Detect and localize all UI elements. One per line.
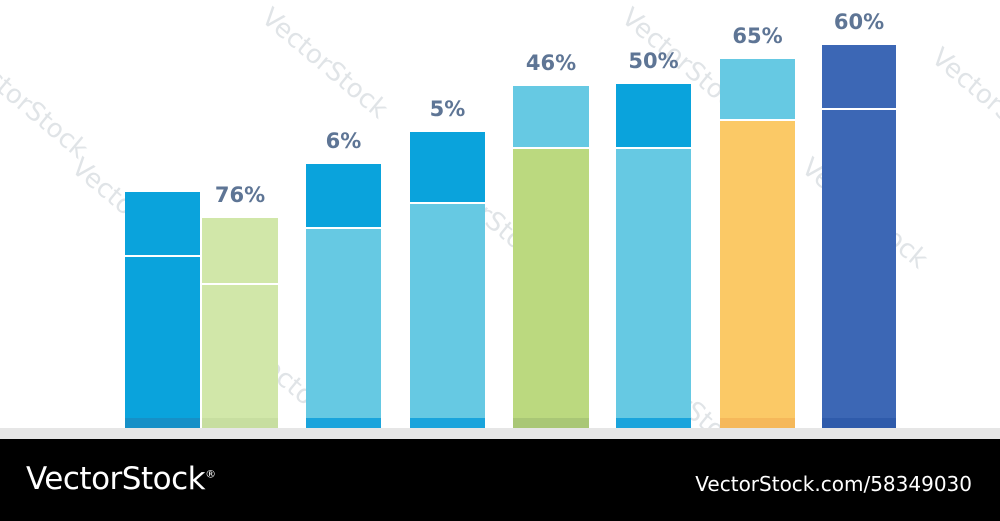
- bar-8: [822, 45, 896, 428]
- bar-7-top-segment: [720, 59, 795, 120]
- data-label-8: 60%: [834, 10, 884, 34]
- bar-5-top-segment: [513, 86, 589, 148]
- bar-8-base: [822, 418, 896, 428]
- bar-5: [513, 86, 589, 428]
- bar-2-bottom-segment: [202, 284, 278, 428]
- bar-3-bottom-segment: [306, 228, 381, 428]
- data-label-5: 46%: [526, 51, 576, 75]
- bar-6: [616, 84, 691, 428]
- bar-1-top-segment: [125, 192, 200, 256]
- data-label-2: 76%: [215, 183, 265, 207]
- data-label-3: 6%: [326, 129, 362, 153]
- watermark-text: VectorStock: [926, 42, 1000, 164]
- bar-2-base: [202, 418, 278, 428]
- bar-7-bottom-segment: [720, 120, 795, 428]
- bar-4-base: [410, 418, 485, 428]
- baseline-shadow: [0, 428, 1000, 439]
- bars-group: [125, 45, 896, 428]
- brand-logo: VectorStock®: [26, 461, 216, 497]
- labels-group: 76% 6% 5% 46% 50% 65% 60%: [215, 10, 884, 207]
- bar-2: [202, 218, 278, 428]
- bar-7: [720, 59, 795, 428]
- data-label-7: 65%: [732, 24, 782, 48]
- bar-5-bottom-segment: [513, 148, 589, 428]
- bar-3-top-segment: [306, 164, 381, 228]
- bar-4-top-segment: [410, 132, 485, 203]
- bar-3-base: [306, 418, 381, 428]
- footer-bar: VectorStock® VectorStock.com/58349030: [0, 439, 1000, 521]
- data-label-6: 50%: [628, 49, 678, 73]
- watermark-text: VectorStock: [0, 42, 93, 164]
- bar-6-bottom-segment: [616, 148, 691, 428]
- bar-1-bottom-segment: [125, 256, 200, 428]
- bar-8-top-segment: [822, 45, 896, 109]
- bar-5-base: [513, 418, 589, 428]
- image-credit: VectorStock.com/58349030: [695, 472, 972, 496]
- bar-1-base: [125, 418, 200, 428]
- bar-4-bottom-segment: [410, 203, 485, 428]
- bar-6-top-segment: [616, 84, 691, 148]
- data-label-4: 5%: [430, 97, 466, 121]
- brand-text: VectorStock: [26, 461, 206, 497]
- bar-4: [410, 132, 485, 428]
- watermark-text: VectorStock: [256, 2, 394, 124]
- bar-8-bottom-segment: [822, 109, 896, 428]
- bar-7-base: [720, 418, 795, 428]
- bar-3: [306, 164, 381, 428]
- bar-1: [125, 192, 200, 428]
- bar-6-base: [616, 418, 691, 428]
- bar-2-top-segment: [202, 218, 278, 284]
- registered-mark: ®: [205, 467, 216, 481]
